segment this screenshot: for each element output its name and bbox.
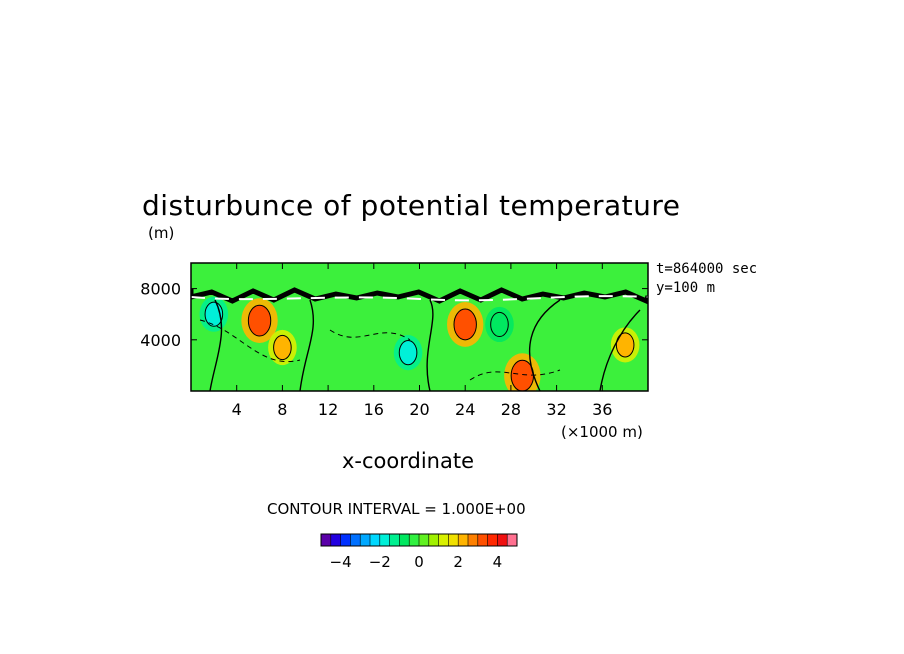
anomaly-core — [273, 334, 292, 361]
colorbar-tick-label: 4 — [493, 553, 503, 571]
x-tick-label: 12 — [318, 400, 338, 419]
colorbar-tick-label: 2 — [453, 553, 463, 571]
colorbar-swatch — [458, 534, 469, 546]
y-axis-unit: (m) — [148, 224, 175, 242]
y-position-annotation: y=100 m — [656, 280, 716, 296]
x-tick-label: 24 — [455, 400, 475, 419]
tropopause-gap — [191, 295, 648, 302]
colorbar-swatch — [438, 534, 449, 546]
colorbar-swatch — [477, 534, 488, 546]
anomaly-core — [615, 332, 635, 358]
colorbar-swatch — [409, 534, 420, 546]
colorbar-swatch — [468, 534, 479, 546]
colorbar-swatch — [340, 534, 351, 546]
colorbar-tick-label: −2 — [369, 553, 391, 571]
colorbar-swatch — [360, 534, 371, 546]
colorbar-swatch — [379, 534, 390, 546]
negative-contour-lines — [199, 319, 561, 381]
x-axis-unit: (×1000 m) — [561, 423, 643, 441]
anomaly-core — [398, 340, 418, 366]
contour-interval-label: CONTOUR INTERVAL = 1.000E+00 — [267, 500, 526, 518]
colorbar-swatch — [330, 534, 341, 546]
colorbar-swatch — [399, 534, 410, 546]
x-tick-label: 32 — [546, 400, 566, 419]
contour-lines — [209, 299, 641, 391]
x-tick-label: 8 — [277, 400, 287, 419]
time-annotation: t=864000 sec — [656, 261, 758, 277]
colorbar-swatch — [350, 534, 361, 546]
x-tick-label: 20 — [409, 400, 429, 419]
anomaly-core — [490, 311, 509, 338]
colorbar-tick-label: −4 — [330, 553, 352, 571]
chart-title: disturbunce of potential temperature — [142, 189, 681, 222]
colorbar-swatch — [321, 534, 332, 546]
colorbar-swatch — [370, 534, 381, 546]
colorbar-swatch — [419, 534, 430, 546]
x-tick-label: 16 — [364, 400, 384, 419]
anomaly-core — [453, 308, 477, 341]
x-axis-label: x-coordinate — [342, 449, 475, 473]
colorbar-swatch — [507, 534, 518, 546]
colorbar-tick-label: 0 — [414, 553, 424, 571]
x-tick-label: 4 — [232, 400, 242, 419]
colorbar-swatch — [487, 534, 498, 546]
colorbar-swatch — [448, 534, 459, 546]
y-tick-label: 8000 — [140, 280, 181, 299]
tropopause-contour-band — [191, 287, 648, 305]
x-tick-label: 28 — [501, 400, 521, 419]
y-tick-label: 4000 — [140, 331, 181, 350]
colorbar-swatch — [389, 534, 400, 546]
colorbar-frame — [320, 533, 518, 547]
colorbar-swatch — [428, 534, 439, 546]
anomaly-core — [510, 359, 535, 391]
colorbar-swatch — [497, 534, 508, 546]
anomaly-core — [247, 304, 272, 337]
x-tick-label: 36 — [592, 400, 612, 419]
